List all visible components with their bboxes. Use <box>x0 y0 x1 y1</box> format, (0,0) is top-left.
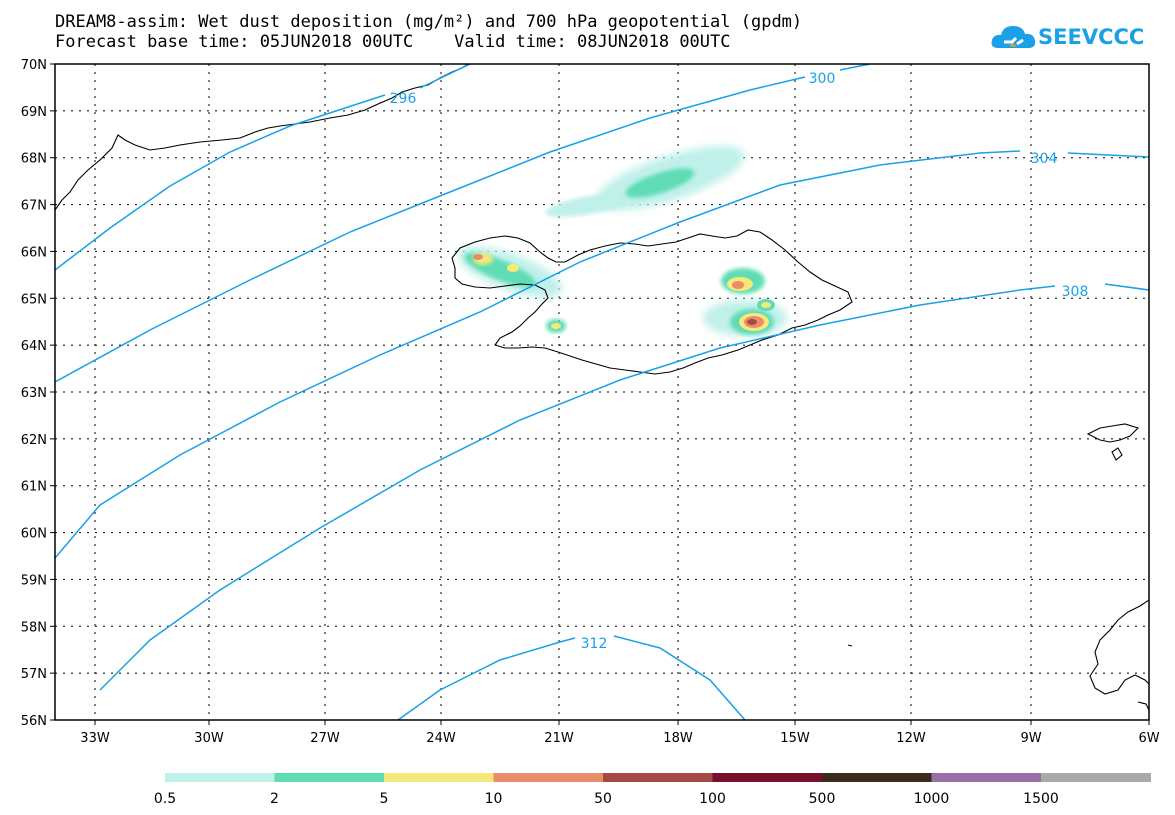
lat-label: 65N <box>21 292 47 307</box>
lat-label: 58N <box>21 620 47 635</box>
contour-304 <box>55 150 1149 559</box>
lat-label: 67N <box>21 199 47 214</box>
map-title: DREAM8-assim: Wet dust deposition (mg/m²… <box>55 12 803 32</box>
dust-deposition-field <box>457 146 787 336</box>
coastlines <box>55 64 1149 711</box>
contour-label: 312 <box>581 636 608 652</box>
lat-label: 64N <box>21 339 47 354</box>
lat-label: 60N <box>21 527 47 542</box>
legend-label: 100 <box>699 791 726 807</box>
legend-label: 1000 <box>914 791 950 807</box>
geopotential-contours <box>55 64 1149 720</box>
seevccc-logo: SEEVCCC <box>990 18 1144 58</box>
logo-text: SEEVCCC <box>1038 25 1145 49</box>
lat-label: 69N <box>21 105 47 120</box>
legend-label: 0.5 <box>154 791 176 807</box>
legend-label: 2 <box>270 791 279 807</box>
legend-swatch <box>384 773 494 782</box>
lon-label: 21W <box>544 731 574 746</box>
lat-label: 63N <box>21 386 47 401</box>
lon-label: 30W <box>194 731 224 746</box>
legend-swatch <box>1041 773 1151 782</box>
lat-label: 57N <box>21 667 47 682</box>
contour-312 <box>397 635 746 720</box>
legend-swatch <box>822 773 932 782</box>
contour-308 <box>99 283 1149 691</box>
color-legend: 0.5 2 5 10 50 100 500 1000 1500 <box>154 773 1151 807</box>
greenland-coast <box>55 64 469 211</box>
legend-swatch <box>274 773 385 782</box>
lon-label: 33W <box>80 731 110 746</box>
legend-swatch <box>165 773 275 782</box>
lat-label: 68N <box>21 152 47 167</box>
contour-label: 308 <box>1062 284 1089 300</box>
iceland-coast <box>451 229 853 375</box>
legend-swatch <box>493 773 604 782</box>
legend-swatch <box>603 773 713 782</box>
lon-label: 6W <box>1138 731 1159 746</box>
map-subtitle: Forecast base time: 05JUN2018 00UTC Vali… <box>55 32 731 52</box>
contour-296 <box>55 64 471 271</box>
legend-label: 1500 <box>1023 791 1059 807</box>
legend-label: 500 <box>809 791 836 807</box>
legend-swatch <box>931 773 1042 782</box>
lon-label: 27W <box>310 731 340 746</box>
lon-label: 9W <box>1020 731 1041 746</box>
legend-swatch <box>712 773 823 782</box>
contour-labels: 296 300 304 308 312 <box>390 71 1089 652</box>
contour-label: 304 <box>1031 151 1058 167</box>
lat-label: 62N <box>21 433 47 448</box>
contour-300 <box>55 64 871 383</box>
lat-label: 66N <box>21 245 47 260</box>
lon-label: 15W <box>780 731 810 746</box>
contour-label: 300 <box>809 71 836 87</box>
contour-label: 296 <box>390 91 417 107</box>
lat-label: 59N <box>21 573 47 588</box>
legend-label: 5 <box>380 791 389 807</box>
legend-label: 50 <box>594 791 612 807</box>
lon-label: 12W <box>896 731 926 746</box>
lat-label: 70N <box>21 58 47 73</box>
faroe-coast <box>1086 423 1140 443</box>
scotland-coast <box>1089 599 1149 695</box>
axis-labels: 70N 69N 68N 67N 66N 65N 64N 63N 62N 61N 60N 59N 58N 5… <box>21 58 1160 746</box>
lat-label: 56N <box>21 714 47 729</box>
lon-label: 18W <box>663 731 693 746</box>
graticule-grid <box>55 64 1149 720</box>
cloud-icon <box>991 26 1036 48</box>
legend-label: 10 <box>485 791 503 807</box>
lat-label: 61N <box>21 480 47 495</box>
lon-label: 24W <box>426 731 456 746</box>
